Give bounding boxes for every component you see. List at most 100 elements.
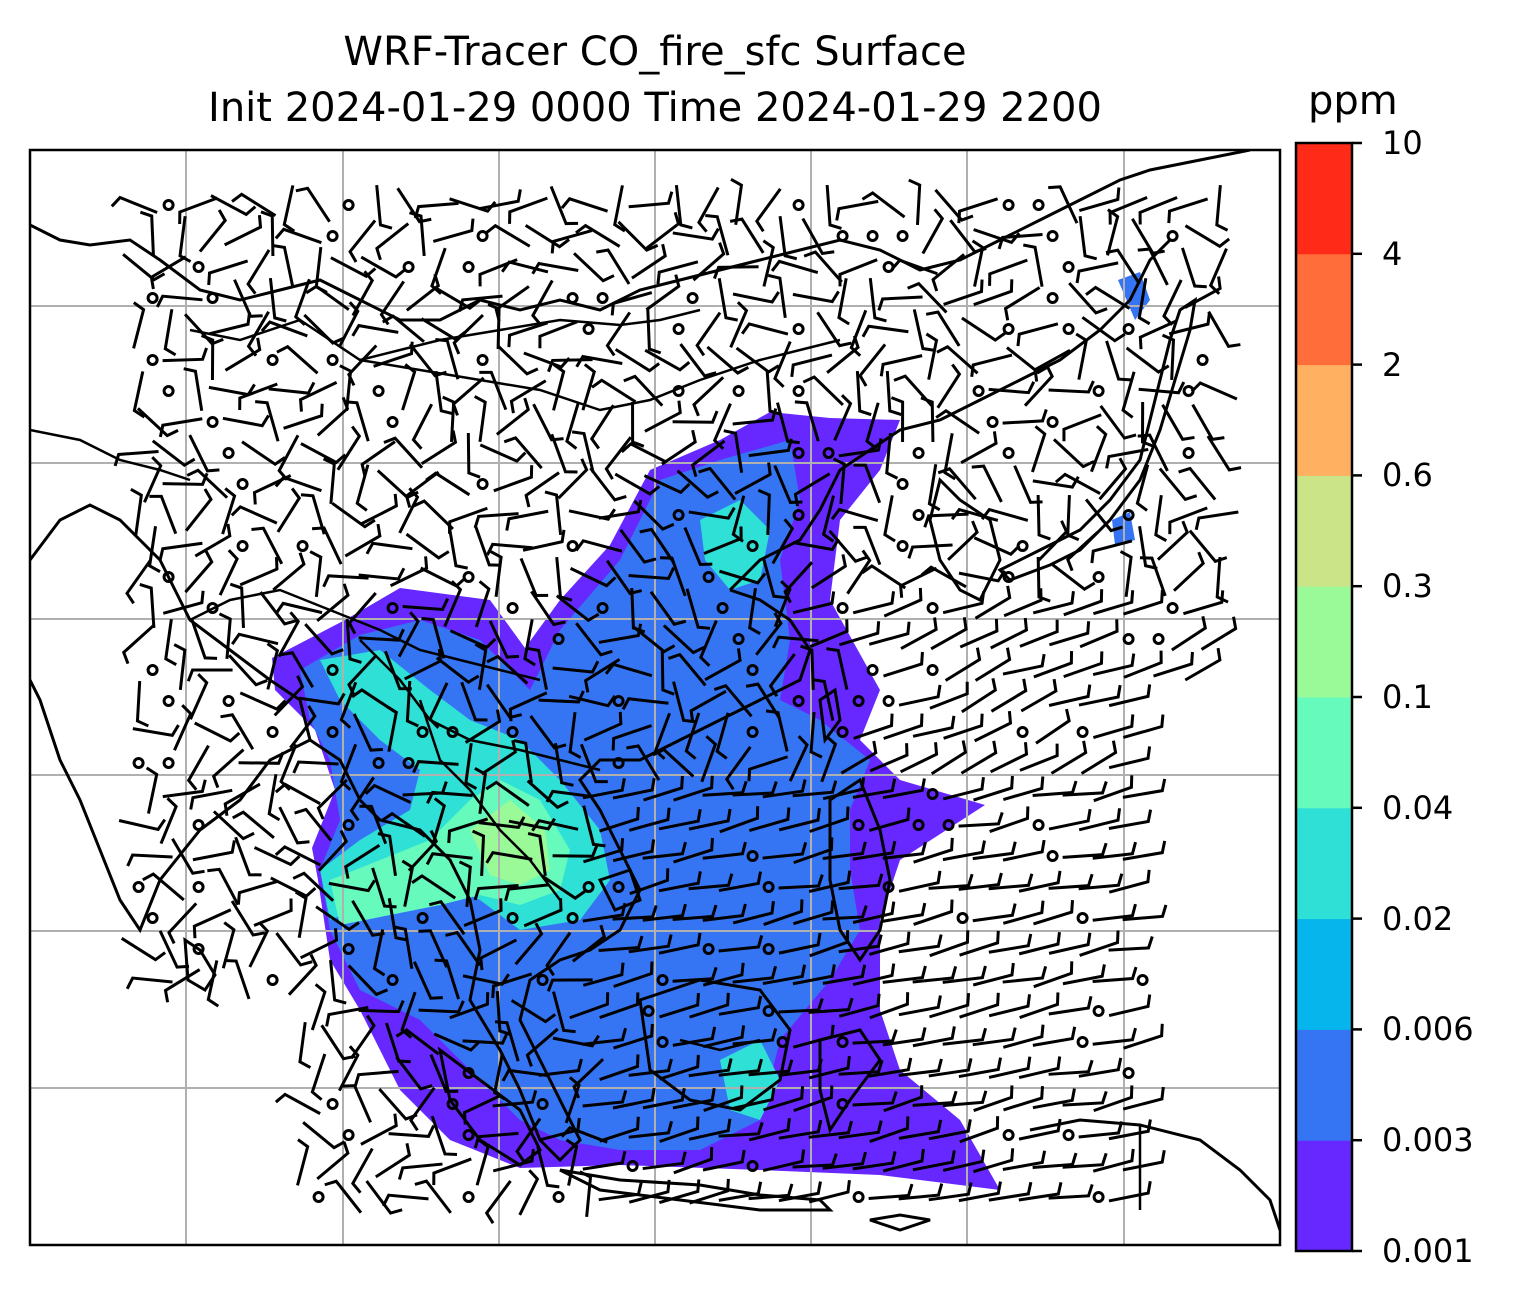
calm-wind-marker <box>702 943 715 955</box>
wind-barb <box>1032 590 1075 615</box>
wind-barb <box>536 1146 560 1189</box>
wind-barb <box>276 344 319 375</box>
wind-barb <box>762 1149 806 1173</box>
wind-barb <box>1090 539 1133 564</box>
wind-barb <box>885 432 899 480</box>
wind-barb <box>344 400 370 442</box>
wind-barb <box>692 242 726 282</box>
wind-barb <box>997 233 1043 250</box>
wind-barb <box>274 227 322 245</box>
calm-wind-marker <box>656 974 669 986</box>
wind-barb <box>598 1182 643 1202</box>
calm-wind-marker <box>746 540 759 552</box>
wind-barb <box>347 591 377 635</box>
wind-barb <box>1018 1181 1063 1202</box>
wind-barb <box>628 566 676 581</box>
wind-barb <box>1161 333 1176 381</box>
wind-barb <box>479 938 518 971</box>
wind-barb <box>645 274 681 311</box>
calm-wind-marker <box>612 695 625 707</box>
wind-barb <box>913 899 954 926</box>
wind-barb <box>400 991 417 1039</box>
wind-barb <box>612 1087 656 1110</box>
calm-wind-marker <box>462 1067 475 1079</box>
calm-wind-marker <box>402 261 415 273</box>
wind-barb <box>303 313 345 345</box>
wind-barb <box>732 291 780 304</box>
wind-barb <box>820 735 838 783</box>
wind-barb <box>211 748 245 789</box>
calm-wind-marker <box>926 788 939 800</box>
wind-barb <box>126 853 173 867</box>
wind-barb <box>704 648 742 682</box>
wind-barb <box>718 935 764 953</box>
wind-barb <box>304 623 344 656</box>
wind-barb <box>432 1157 472 1186</box>
wind-barb <box>1167 197 1209 224</box>
wind-barb <box>628 191 674 209</box>
wind-barb <box>1037 520 1069 562</box>
calm-wind-marker <box>896 230 909 242</box>
wind-barb <box>492 1053 506 1101</box>
calm-wind-marker <box>1122 1067 1135 1079</box>
wind-barb <box>478 816 526 830</box>
calm-wind-marker <box>326 1098 339 1110</box>
calm-wind-marker <box>462 1191 475 1203</box>
wind-barb <box>882 778 926 800</box>
calm-wind-marker <box>1062 323 1075 335</box>
calm-wind-marker <box>1002 571 1015 583</box>
wind-barb <box>697 186 720 233</box>
wind-barb <box>931 253 966 292</box>
wind-barb <box>412 760 459 774</box>
wind-barb <box>164 618 177 666</box>
wind-barb <box>509 379 547 414</box>
wind-barb <box>861 191 906 219</box>
wind-barb <box>702 1025 746 1049</box>
wind-barb <box>139 583 156 629</box>
wind-barb <box>972 903 1017 923</box>
wind-barb <box>414 1179 452 1214</box>
wind-barb <box>473 512 519 529</box>
wind-barb <box>358 567 406 581</box>
wind-barb <box>970 353 1013 378</box>
calm-wind-marker <box>792 447 805 459</box>
calm-wind-marker <box>596 292 609 304</box>
wind-barb <box>163 309 177 357</box>
wind-barb <box>493 465 534 493</box>
wind-barb <box>1018 932 1061 956</box>
wind-barb <box>420 430 458 465</box>
calm-wind-marker <box>146 664 159 676</box>
calm-wind-marker <box>762 881 775 893</box>
wind-barb <box>1006 346 1050 375</box>
wind-barb <box>868 931 911 956</box>
wind-barb <box>1092 653 1136 677</box>
wind-barb <box>527 831 547 877</box>
wind-barb <box>526 779 569 810</box>
border-central-asia <box>30 428 191 482</box>
wind-barb <box>1030 425 1047 473</box>
wind-barb <box>149 255 187 290</box>
wind-barb <box>360 493 398 526</box>
wind-barb <box>852 1029 898 1045</box>
wind-barb <box>253 898 293 927</box>
wind-barb <box>1054 472 1101 495</box>
wind-barb <box>898 870 942 893</box>
colorbar-tick-label: 0.3 <box>1382 567 1433 606</box>
wind-barb <box>1188 529 1228 564</box>
coastline-indochina <box>309 588 812 1163</box>
wind-barb <box>971 239 985 287</box>
wind-barb <box>974 647 1012 682</box>
wind-barb <box>324 1179 363 1214</box>
wind-barb <box>718 1121 764 1138</box>
wind-barb <box>838 1120 883 1140</box>
wind-barb <box>275 601 323 615</box>
wind-barb <box>1033 651 1074 679</box>
calm-wind-marker <box>536 974 549 986</box>
wind-barb <box>973 775 1014 802</box>
wind-barb <box>296 1138 310 1186</box>
wind-barb <box>418 1000 465 1014</box>
wind-barb <box>712 265 759 280</box>
wind-barb <box>868 1057 913 1078</box>
wind-barb <box>611 724 652 751</box>
wind-barb <box>194 523 232 558</box>
